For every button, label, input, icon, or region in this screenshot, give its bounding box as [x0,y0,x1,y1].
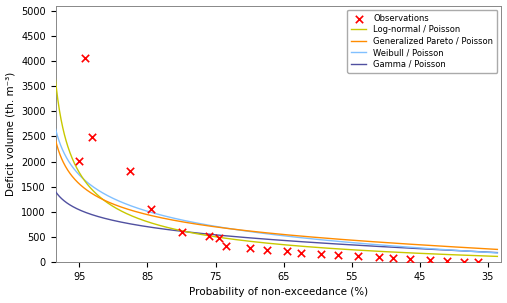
Observations [283,249,291,254]
Observations [147,206,155,211]
Observations [426,258,434,263]
Log-normal / Poisson [51,61,57,64]
Generalized Pareto / Poisson [78,184,84,187]
Observations [263,247,271,252]
Observations [76,158,84,163]
Weibull / Poisson [494,251,500,255]
Log-normal / Poisson [308,245,314,249]
Gamma / Poisson [51,187,57,191]
Log-normal / Poisson [494,255,500,258]
Observations [317,251,325,256]
Weibull / Poisson [432,247,439,251]
Log-normal / Poisson [334,247,340,251]
Y-axis label: Deficit volume (th. m⁻³): Deficit volume (th. m⁻³) [6,72,16,196]
Weibull / Poisson [78,175,84,178]
Log-normal / Poisson [78,174,84,177]
Gamma / Poisson [494,251,500,255]
Observations [334,252,342,257]
Generalized Pareto / Poisson [51,131,57,134]
Observations [81,56,89,61]
Generalized Pareto / Poisson [432,244,439,248]
Line: Weibull / Poisson: Weibull / Poisson [54,122,497,253]
Generalized Pareto / Poisson [320,236,326,240]
Gamma / Poisson [334,242,340,246]
Observations [460,259,468,264]
Weibull / Poisson [334,239,340,243]
Weibull / Poisson [387,244,393,248]
Observations [406,257,414,261]
Observations [297,250,305,255]
Gamma / Poisson [78,209,84,212]
Weibull / Poisson [320,238,326,242]
Gamma / Poisson [320,241,326,245]
X-axis label: Probability of non-exceedance (%): Probability of non-exceedance (%) [189,288,368,298]
Observations [245,245,254,250]
Observations [215,235,223,240]
Line: Gamma / Poisson: Gamma / Poisson [54,189,497,253]
Log-normal / Poisson [320,246,326,250]
Observations [388,256,396,261]
Gamma / Poisson [432,248,439,251]
Observations [88,135,96,140]
Generalized Pareto / Poisson [334,237,340,241]
Weibull / Poisson [308,237,314,241]
Observations [474,259,482,264]
Weibull / Poisson [51,120,57,123]
Observations [126,168,134,173]
Log-normal / Poisson [432,252,439,256]
Generalized Pareto / Poisson [494,248,500,251]
Gamma / Poisson [387,245,393,249]
Gamma / Poisson [308,241,314,244]
Generalized Pareto / Poisson [387,241,393,245]
Line: Log-normal / Poisson: Log-normal / Poisson [54,62,497,256]
Observations [177,230,186,235]
Observations [222,243,230,248]
Generalized Pareto / Poisson [308,235,314,239]
Line: Generalized Pareto / Poisson: Generalized Pareto / Poisson [54,132,497,249]
Observations [375,255,383,260]
Log-normal / Poisson [387,250,393,254]
Observations [443,259,451,264]
Observations [354,254,363,258]
Observations [205,234,213,238]
Legend: Observations, Log-normal / Poisson, Generalized Pareto / Poisson, Weibull / Pois: Observations, Log-normal / Poisson, Gene… [347,10,497,73]
